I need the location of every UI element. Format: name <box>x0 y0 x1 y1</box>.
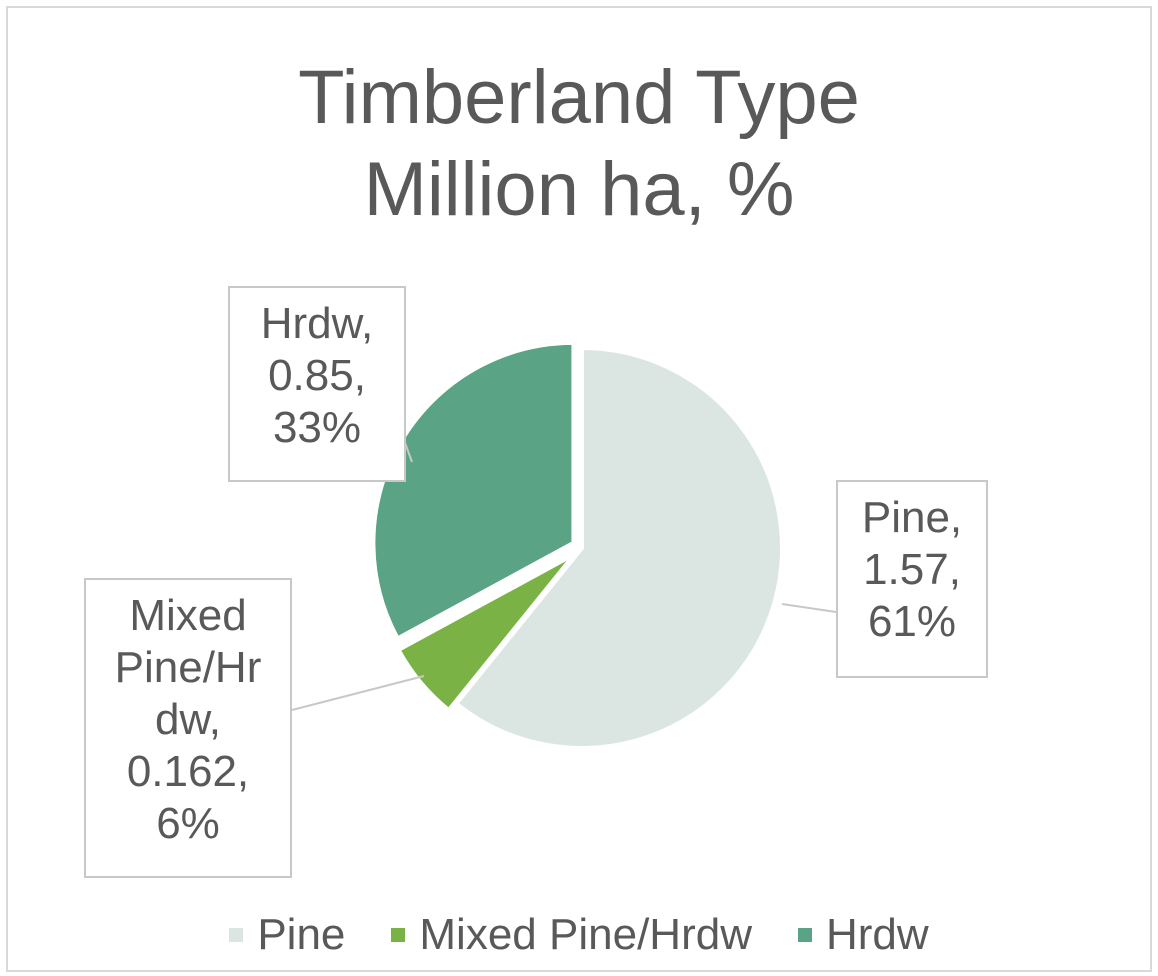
chart-legend: Pine Mixed Pine/Hrdw Hrdw <box>0 910 1158 960</box>
leader-line <box>781 603 837 613</box>
data-label-line: Mixed <box>129 591 247 640</box>
data-label-line: 0.85, <box>268 351 366 400</box>
data-label-line: Pine, <box>861 493 963 542</box>
data-label-line: Hrdw, <box>260 299 374 348</box>
data-label-mixed-pine-hrdw: Mixed Pine/Hr dw, 0.162, 6% <box>84 578 292 878</box>
data-label-line: 33% <box>272 403 362 452</box>
chart-title-line-1: Timberland Type <box>298 55 860 140</box>
chart-title-line-2: Million ha, % <box>363 147 795 232</box>
legend-label: Mixed Pine/Hrdw <box>419 910 752 959</box>
legend-item-pine: Pine <box>229 910 345 960</box>
chart-title: Timberland Type Million ha, % <box>0 52 1158 236</box>
legend-item-hrdw: Hrdw <box>797 910 929 960</box>
data-label-hrdw: Hrdw, 0.85, 33% <box>228 286 406 482</box>
legend-label: Hrdw <box>825 910 929 959</box>
legend-swatch-hrdw <box>797 928 812 942</box>
legend-label: Pine <box>257 910 346 959</box>
data-label-line: 1.57, <box>863 545 961 594</box>
data-label-line: Pine/Hr <box>114 643 262 692</box>
data-label-line: dw, <box>154 695 222 744</box>
pie-slice-pine <box>453 345 784 750</box>
data-label-line: 61% <box>867 597 957 646</box>
legend-swatch-pine <box>229 928 244 942</box>
data-label-pine: Pine, 1.57, 61% <box>836 480 988 678</box>
data-label-line: 0.162, <box>126 747 250 796</box>
legend-swatch-mixed-pine-hrdw <box>391 928 406 942</box>
data-label-line: 6% <box>156 799 220 848</box>
pie-slice-mixed-pine-hrdw <box>395 552 576 713</box>
leader-line <box>291 675 425 711</box>
legend-item-mixed-pine-hrdw: Mixed Pine/Hrdw <box>391 910 752 960</box>
